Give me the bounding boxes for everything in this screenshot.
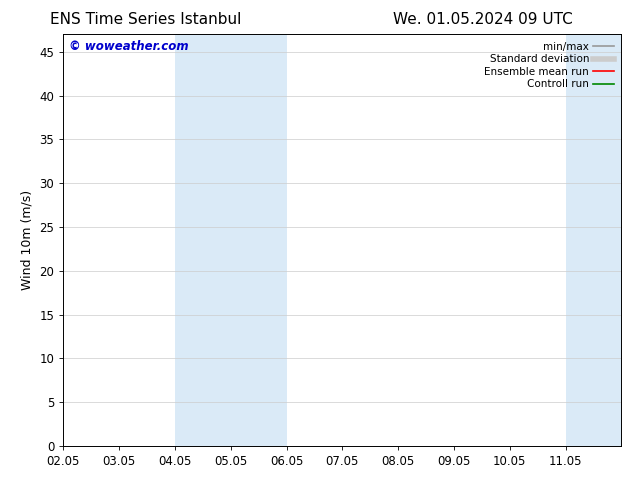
Text: ENS Time Series Istanbul: ENS Time Series Istanbul (49, 12, 241, 27)
Text: We. 01.05.2024 09 UTC: We. 01.05.2024 09 UTC (393, 12, 573, 27)
Bar (175, 34, 231, 446)
Text: © woweather.com: © woweather.com (69, 41, 188, 53)
Bar (231, 34, 287, 446)
Bar (566, 34, 621, 446)
Y-axis label: Wind 10m (m/s): Wind 10m (m/s) (21, 190, 34, 290)
Legend: min/max, Standard deviation, Ensemble mean run, Controll run: min/max, Standard deviation, Ensemble me… (482, 40, 616, 92)
